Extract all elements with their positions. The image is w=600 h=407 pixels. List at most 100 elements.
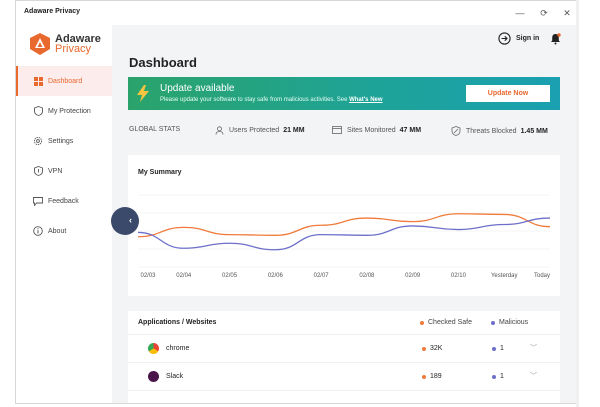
chevron-left-icon: ‹ [129,215,132,225]
shield-icon [33,106,43,116]
whats-new-link[interactable]: What's New [349,97,383,103]
sidebar-item-label: My Protection [48,107,91,115]
close-button[interactable]: ✕ [563,7,571,18]
malicious-count: 1 [492,345,504,352]
series-line-checked-safe [137,213,551,238]
info-icon [33,226,43,236]
summary-title: My Summary [138,169,182,176]
minimize-button[interactable]: — [515,8,525,18]
update-now-button[interactable]: Update Now [466,85,550,102]
collapse-sidebar-button[interactable]: ‹ [111,207,139,235]
legend-label: Checked Safe [428,319,472,326]
table-row[interactable]: Slack 189 1 ﹀ [128,363,560,391]
apps-header-title: Applications / Websites [138,319,217,326]
signin-icon [498,32,511,45]
sidebar-item-vpn[interactable]: VPN [16,156,112,186]
scrollbar[interactable] [576,0,579,407]
x-tick-label: 02/08 [359,273,375,279]
sidebar-item-label: Dashboard [48,77,83,85]
app-name: chrome [166,345,190,352]
malicious-dot-icon [492,346,496,351]
app-logo: Adaware Privacy [30,33,101,55]
sidebar-nav: Dashboard My Protection Settings VPN [16,66,112,246]
banner-subtitle-text: Please update your software to stay safe… [160,97,350,103]
stat-label: Users Protected [229,127,280,134]
stat-threats-blocked: Threats Blocked 1.45 MM [451,126,548,136]
sidebar-item-about[interactable]: About [16,216,112,246]
logo-line2: Privacy [55,43,92,55]
banner-title: Update available [160,83,235,94]
legend-checked-safe: Checked Safe [420,319,472,326]
stat-users-protected: Users Protected 21 MM [215,126,305,135]
x-tick-label: 02/03 [140,273,156,279]
vpn-shield-icon [33,166,43,176]
global-stats: GLOBAL STATS Users Protected 21 MM Sites … [129,126,569,140]
global-stats-label: GLOBAL STATS [129,126,181,133]
sidebar-item-label: VPN [48,167,63,175]
app-name: Slack [166,373,184,380]
stat-value: 21 MM [283,127,305,134]
stat-value: 47 MM [399,127,422,134]
dashboard-icon [33,76,43,86]
stat-sites-monitored: Sites Monitored 47 MM [332,126,421,135]
series-line-malicious [137,217,551,251]
safe-dot-icon [422,346,426,351]
chrome-icon [148,343,159,354]
sidebar-item-feedback[interactable]: Feedback [16,186,112,216]
page-title: Dashboard [129,55,197,70]
x-tick-label: 02/06 [267,273,283,279]
malicious-dot-icon [492,374,496,379]
safe-count: 189 [422,373,442,380]
x-tick-label: Yesterday [490,273,518,279]
x-tick-label: 02/05 [222,273,238,279]
blocked-shield-icon [451,126,461,136]
apps-header: Applications / Websites Checked Safe Mal… [128,311,560,335]
stat-label: Threats Blocked [466,127,517,135]
bolt-icon [137,85,149,107]
restore-button[interactable]: ⟳ [540,7,548,18]
sidebar-item-settings[interactable]: Settings [16,126,112,156]
x-tick-label: Today [533,273,551,279]
notification-bell-icon[interactable] [550,32,561,50]
x-tick-label: 02/07 [313,273,329,279]
stat-label: Sites Monitored [347,127,396,134]
summary-card: My Summary 02/03 02/04 02/05 02/06 02/07 02/0… [128,155,560,296]
table-row[interactable]: chrome 32K 1 ﹀ [128,335,560,363]
signin-label: Sign in [516,35,540,42]
malicious-count: 1 [492,373,504,380]
app-window: Adaware Privacy — ⟳ ✕ Adaware Privacy Da… [15,0,577,404]
title-bar: Adaware Privacy — ⟳ ✕ [16,1,576,25]
x-axis-labels: 02/03 02/04 02/05 02/06 02/07 02/08 02/09 02/10… [128,273,560,283]
chevron-down-icon[interactable]: ﹀ [530,345,537,352]
legend-malicious: Malicious [491,319,528,326]
safe-value: 32K [430,345,443,352]
gear-icon [33,136,43,146]
signin-button[interactable]: Sign in [498,32,539,45]
x-tick-label: 02/04 [176,273,192,279]
window-title: Adaware Privacy [24,8,81,15]
apps-card: Applications / Websites Checked Safe Mal… [128,311,560,403]
update-banner: Update available Please update your soft… [128,77,560,110]
sidebar-item-label: Settings [48,137,74,145]
x-tick-label: 02/10 [450,273,466,279]
safe-value: 189 [430,373,442,380]
sidebar: Adaware Privacy Dashboard My Protection [16,25,112,403]
stat-value: 1.45 MM [520,127,548,135]
chevron-down-icon[interactable]: ﹀ [530,373,537,380]
malicious-value: 1 [500,373,504,380]
malicious-dot-icon [491,320,495,325]
sidebar-item-label: Feedback [48,197,79,205]
adaware-logo-icon [30,33,50,55]
sidebar-item-dashboard[interactable]: Dashboard [16,66,112,96]
malicious-value: 1 [500,345,504,352]
safe-count: 32K [422,345,442,352]
feedback-icon [33,196,43,206]
slack-icon [148,371,159,382]
main-content: Sign in Dashboard Update available Pleas… [112,25,576,403]
monitor-icon [332,126,342,134]
sidebar-item-label: About [48,227,67,235]
legend-label: Malicious [499,319,529,326]
summary-chart [137,194,551,268]
sidebar-item-my-protection[interactable]: My Protection [16,96,112,126]
x-tick-label: 02/09 [405,273,421,279]
